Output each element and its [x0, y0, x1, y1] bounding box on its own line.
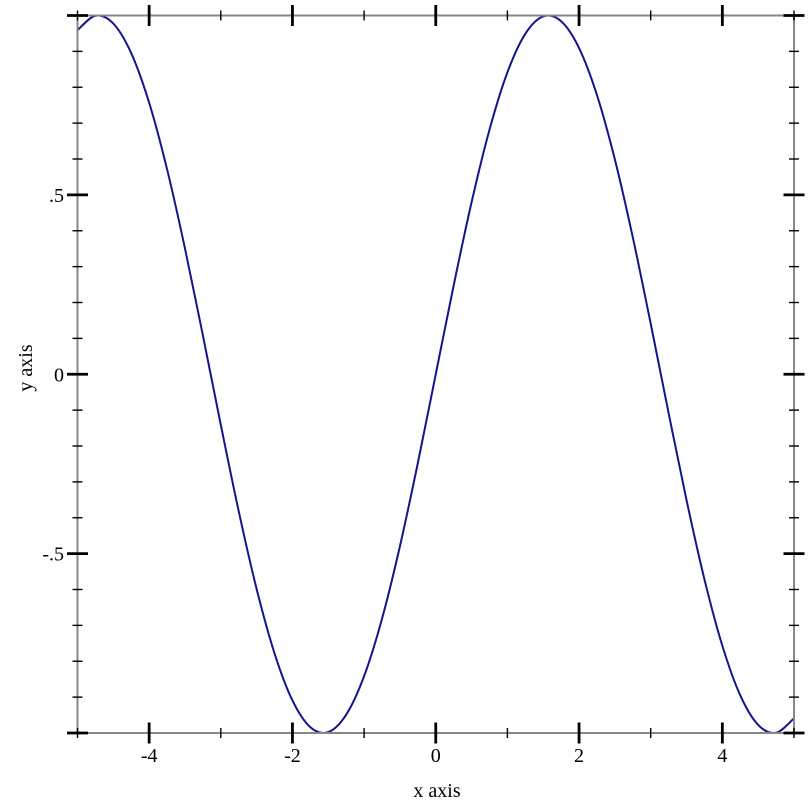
x-tick-label: -2 — [284, 745, 301, 767]
x-tick-label: 2 — [574, 745, 584, 767]
y-tick-label: -.5 — [42, 544, 64, 566]
y-tick-label: .5 — [49, 185, 64, 207]
sine-curve — [76, 14, 795, 734]
x-tick-label: 4 — [717, 745, 727, 767]
x-tick-label: 0 — [431, 745, 441, 767]
y-tick-label: 0 — [54, 364, 64, 386]
y-axis-title: y axis — [15, 344, 37, 392]
x-tick-label: -4 — [141, 745, 158, 767]
x-axis-title: x axis — [413, 780, 461, 802]
